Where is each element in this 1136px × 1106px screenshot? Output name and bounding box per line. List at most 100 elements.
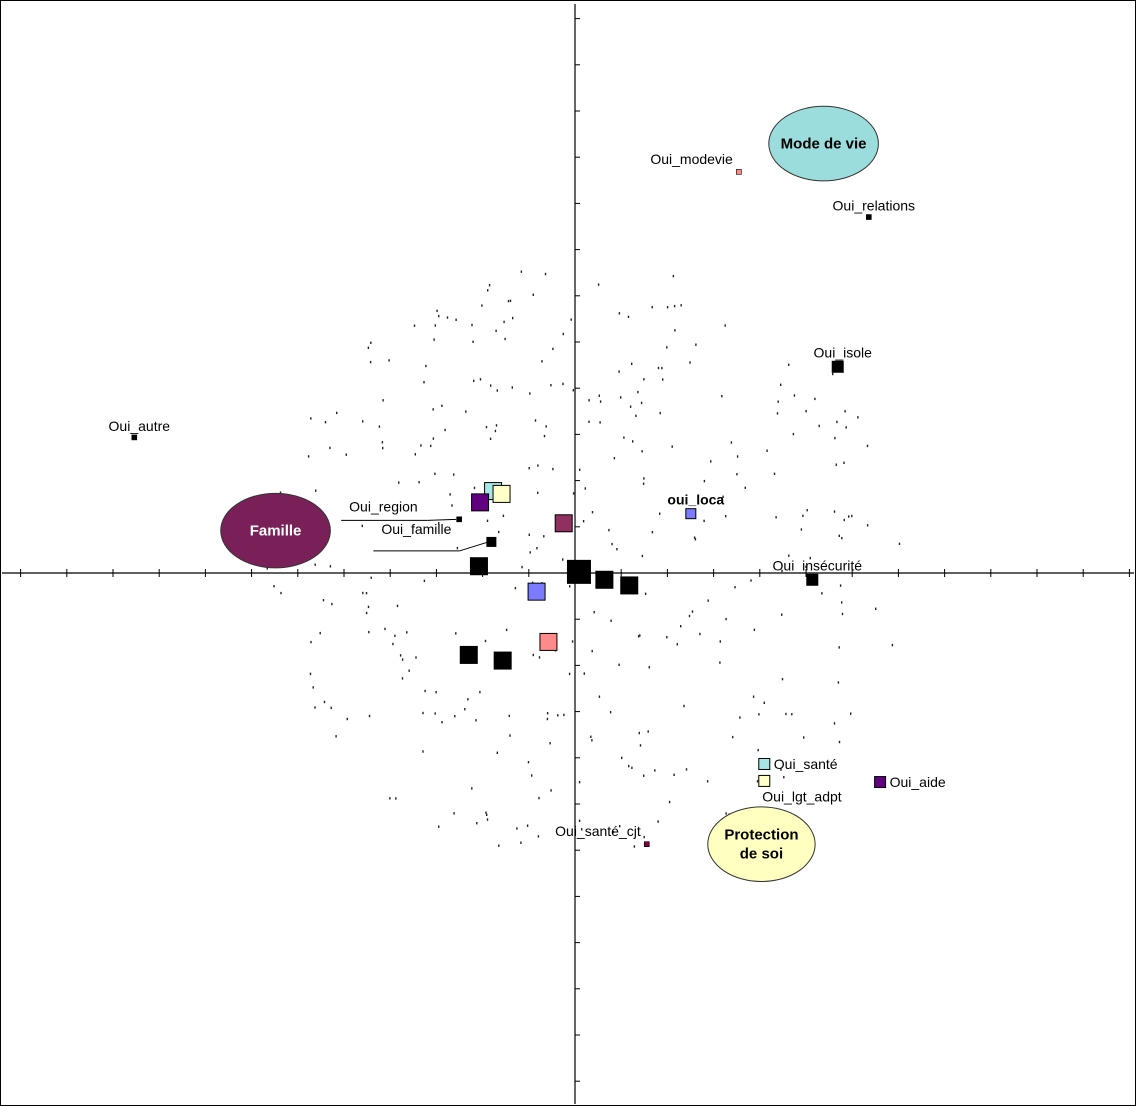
minor-point: [805, 410, 807, 413]
minor-point: [449, 493, 451, 496]
minor-point: [315, 489, 317, 492]
minor-point: [654, 769, 656, 772]
minor-point: [802, 514, 804, 517]
minor-point: [806, 509, 808, 512]
minor-point: [507, 299, 510, 303]
minor-point: [757, 748, 759, 752]
minor-point: [432, 437, 435, 440]
minor-point: [866, 444, 869, 448]
point-label: Oui_modevie: [650, 151, 733, 167]
category-point: [595, 570, 614, 589]
minor-point: [475, 719, 477, 722]
minor-point: [526, 824, 529, 827]
minor-point: [662, 378, 664, 381]
minor-point: [623, 436, 625, 439]
minor-point: [703, 519, 705, 523]
minor-point: [620, 396, 622, 399]
minor-point: [422, 750, 424, 753]
minor-point: [642, 482, 645, 485]
minor-point: [454, 715, 456, 718]
minor-point: [843, 518, 845, 522]
minor-point: [739, 716, 741, 719]
minor-point: [456, 546, 459, 550]
minor-point: [834, 436, 836, 440]
minor-point: [758, 713, 760, 716]
minor-point: [818, 424, 820, 428]
minor-point: [736, 455, 739, 458]
minor-point: [378, 425, 381, 428]
minor-point: [724, 324, 726, 327]
minor-point: [632, 440, 634, 443]
minor-point: [498, 530, 500, 534]
minor-point: [832, 372, 834, 376]
minor-point: [537, 464, 539, 467]
minor-point: [467, 698, 469, 701]
minor-point: [312, 686, 314, 689]
minor-point: [434, 712, 436, 715]
minor-point: [310, 417, 312, 420]
minor-point: [394, 634, 396, 637]
minor-point: [504, 337, 506, 341]
minor-point: [494, 429, 497, 433]
minor-point: [609, 711, 612, 714]
minor-point: [396, 604, 399, 608]
minor-point: [395, 797, 397, 800]
point-label: Oui_santé_cjt: [555, 823, 641, 839]
minor-point: [368, 630, 370, 634]
minor-point: [508, 714, 510, 718]
group-label: Famille: [250, 523, 302, 540]
minor-point: [618, 370, 620, 373]
minor-point: [438, 825, 440, 828]
minor-point: [438, 314, 440, 318]
minor-point: [471, 787, 473, 790]
minor-point: [611, 542, 613, 546]
minor-point: [725, 617, 727, 621]
minor-point: [688, 614, 691, 618]
minor-point: [509, 299, 512, 302]
minor-point: [509, 734, 511, 737]
data-points: [131, 169, 887, 848]
minor-point: [420, 444, 422, 447]
minor-point: [648, 666, 650, 669]
minor-point: [422, 711, 424, 715]
minor-point: [837, 681, 840, 684]
minor-point: [619, 825, 621, 828]
minor-point: [578, 781, 581, 784]
minor-point: [495, 329, 497, 332]
minor-point: [578, 819, 581, 822]
minor-point: [413, 324, 416, 327]
minor-point: [844, 410, 846, 413]
minor-point: [579, 468, 581, 471]
minor-point: [528, 467, 530, 470]
group-label: Protection: [724, 827, 798, 844]
minor-point: [651, 306, 653, 309]
minor-point: [365, 611, 368, 615]
minor-point: [531, 774, 533, 777]
minor-point: [464, 708, 466, 711]
minor-point: [455, 632, 457, 635]
minor-point: [843, 461, 845, 464]
minor-point: [546, 712, 549, 715]
minor-point: [618, 312, 621, 315]
category-point: [539, 632, 558, 651]
minor-point: [438, 522, 440, 525]
minor-point: [851, 514, 853, 518]
minor-point: [694, 538, 697, 541]
minor-point: [273, 585, 275, 588]
minor-point: [857, 416, 859, 419]
minor-point: [821, 592, 823, 595]
minor-point: [362, 591, 364, 595]
minor-point: [836, 420, 838, 424]
category-point: [620, 576, 639, 595]
minor-point: [666, 346, 668, 349]
minor-point: [424, 689, 426, 693]
minor-point: [695, 343, 697, 346]
minor-point: [683, 704, 685, 708]
category-point: [566, 559, 591, 584]
minor-point: [406, 631, 408, 634]
minor-point: [537, 835, 540, 838]
minor-point: [590, 735, 592, 738]
minor-point: [781, 613, 783, 616]
minor-point: [307, 455, 310, 458]
